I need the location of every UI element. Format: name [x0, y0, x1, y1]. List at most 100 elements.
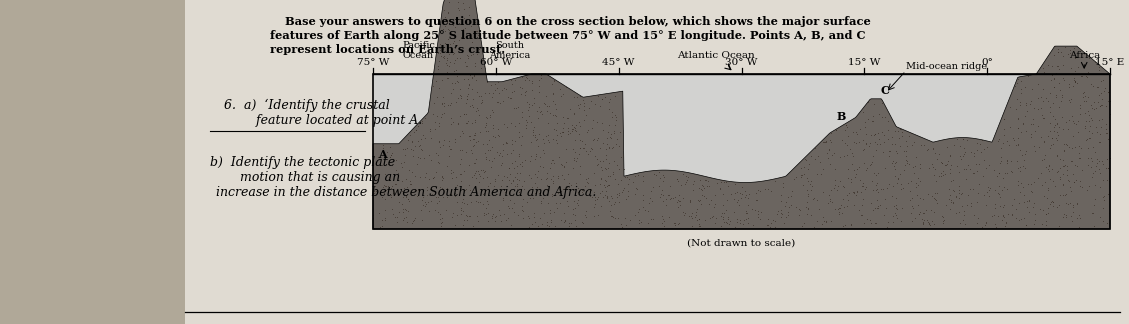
Point — [929, 173, 947, 178]
Point — [531, 90, 549, 95]
Point — [520, 102, 539, 107]
Point — [1092, 90, 1110, 95]
Point — [1008, 96, 1026, 101]
Point — [527, 151, 545, 156]
Point — [802, 182, 820, 187]
Point — [863, 201, 881, 206]
Point — [589, 135, 607, 140]
Point — [920, 221, 938, 226]
Point — [806, 157, 824, 162]
Point — [1010, 147, 1029, 152]
Point — [719, 221, 737, 226]
Point — [905, 163, 924, 168]
Point — [516, 78, 534, 83]
Point — [437, 28, 455, 33]
Point — [452, 133, 470, 139]
Point — [1041, 90, 1059, 95]
Point — [463, 147, 481, 152]
Point — [1060, 82, 1078, 87]
Point — [1017, 223, 1035, 228]
Point — [1022, 189, 1040, 194]
Point — [934, 214, 952, 220]
Point — [925, 165, 943, 170]
Point — [1070, 216, 1088, 221]
Point — [543, 136, 561, 141]
Point — [662, 196, 680, 201]
Point — [1075, 94, 1093, 99]
Point — [478, 115, 496, 121]
Point — [397, 192, 415, 197]
Point — [570, 120, 588, 125]
Point — [866, 220, 884, 226]
Point — [835, 153, 854, 158]
Point — [837, 123, 855, 128]
Point — [902, 131, 920, 136]
Point — [1040, 205, 1058, 210]
Point — [419, 200, 437, 205]
Point — [532, 199, 550, 204]
Point — [569, 189, 587, 194]
Point — [1079, 108, 1097, 113]
Point — [513, 207, 531, 212]
Point — [913, 219, 931, 224]
Point — [772, 198, 790, 203]
Point — [884, 164, 902, 169]
Text: b)  Identify the tectonic plate: b) Identify the tectonic plate — [210, 156, 395, 169]
Point — [860, 163, 878, 168]
Point — [1093, 117, 1111, 122]
Point — [599, 199, 618, 204]
Point — [496, 121, 514, 126]
Point — [479, 128, 497, 133]
Point — [883, 135, 901, 140]
Point — [597, 157, 615, 162]
Point — [374, 143, 392, 148]
Point — [1039, 167, 1057, 172]
Point — [474, 190, 492, 195]
Point — [726, 224, 744, 229]
Point — [903, 219, 921, 224]
Point — [396, 146, 414, 152]
Point — [980, 194, 998, 199]
Point — [884, 214, 902, 219]
Point — [470, 179, 488, 185]
Point — [581, 187, 599, 192]
Point — [531, 164, 549, 169]
Point — [1064, 204, 1082, 210]
Point — [1054, 211, 1073, 216]
Point — [516, 157, 534, 162]
Point — [728, 200, 746, 205]
Point — [820, 147, 838, 152]
Point — [609, 215, 627, 221]
Bar — [373, 74, 1110, 229]
Point — [464, 136, 482, 141]
Point — [519, 104, 537, 109]
Point — [393, 164, 411, 169]
Point — [819, 150, 837, 155]
Point — [773, 212, 791, 217]
Point — [671, 198, 689, 203]
Point — [1076, 123, 1094, 129]
Point — [1044, 203, 1062, 209]
Point — [699, 178, 717, 183]
Point — [583, 195, 601, 200]
Point — [1008, 126, 1026, 131]
Point — [441, 147, 460, 152]
Point — [907, 184, 925, 189]
Point — [422, 135, 440, 141]
Point — [910, 212, 928, 217]
Point — [1091, 67, 1109, 73]
Point — [1044, 200, 1062, 205]
Point — [401, 182, 419, 187]
Point — [461, 31, 479, 37]
Point — [611, 192, 629, 198]
Point — [645, 171, 663, 177]
Point — [453, 34, 471, 40]
Point — [601, 100, 619, 105]
Point — [743, 206, 761, 212]
Point — [1034, 70, 1052, 75]
Point — [795, 182, 813, 187]
Point — [1064, 119, 1082, 124]
Point — [736, 211, 754, 216]
Point — [902, 178, 920, 183]
Point — [825, 207, 843, 212]
